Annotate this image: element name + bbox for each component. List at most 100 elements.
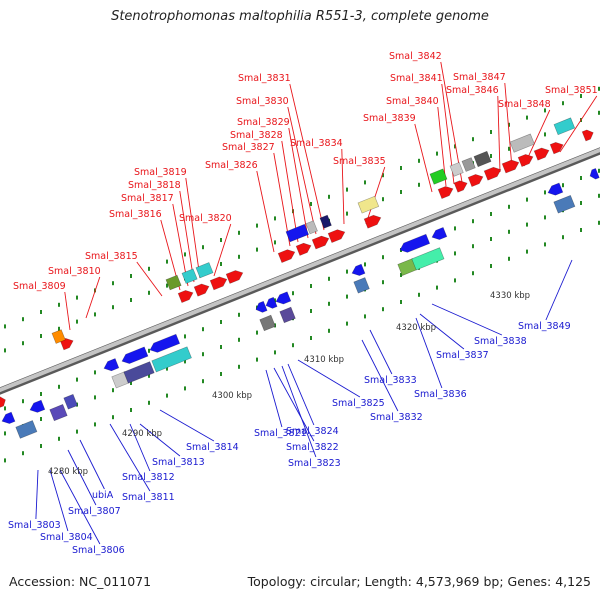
gene-label: Smal_3806 <box>72 545 125 556</box>
track-tick <box>238 254 240 259</box>
track-tick <box>472 219 474 224</box>
track-tick <box>130 408 132 412</box>
track-tick <box>202 352 204 357</box>
reverse-feature <box>279 306 296 324</box>
track-tick <box>166 283 168 288</box>
gene-label: Smal_3849 <box>518 321 571 332</box>
track-tick <box>166 259 168 264</box>
track-tick <box>526 249 528 254</box>
track-tick <box>40 417 42 421</box>
track-tick <box>22 317 24 322</box>
label-connector <box>415 317 443 389</box>
forward-feature <box>285 223 310 243</box>
scale-label: 4330 kbp <box>490 291 530 301</box>
gene-label: Smal_3813 <box>152 457 205 468</box>
forward-gene <box>295 242 312 256</box>
gene-label: Smal_3812 <box>122 472 175 483</box>
track-tick <box>526 197 528 202</box>
track-tick <box>94 370 96 375</box>
track-tick <box>184 386 186 391</box>
gene-label: Smal_3840 <box>386 96 439 107</box>
track-tick <box>544 132 546 137</box>
forward-feature <box>357 195 380 214</box>
track-tick <box>310 336 312 340</box>
forward-gene <box>453 180 468 193</box>
track-tick <box>238 337 240 342</box>
gene-label: Smal_3826 <box>205 160 258 171</box>
gene-label: Smal_3822 <box>286 442 339 453</box>
forward-feature <box>553 117 576 136</box>
track-tick <box>238 364 240 369</box>
label-connector <box>289 83 325 231</box>
track-tick <box>328 328 330 333</box>
track-tick <box>130 381 132 385</box>
genome-title: Stenotrophomonas maltophilia R551-3, com… <box>111 9 489 24</box>
track-tick <box>4 458 6 463</box>
track-tick <box>508 256 510 261</box>
gene-label: Smal_3815 <box>85 251 138 262</box>
track-tick <box>490 130 492 134</box>
forward-gene <box>193 283 210 297</box>
track-tick <box>112 305 114 310</box>
track-tick <box>508 229 510 234</box>
track-tick <box>4 406 6 411</box>
track-tick <box>310 309 312 313</box>
gene-label: Smal_3836 <box>414 389 467 400</box>
gene-label: Smal_3819 <box>134 167 187 178</box>
track-tick <box>562 235 564 240</box>
track-tick <box>202 379 204 384</box>
scale-label: 4290 kbp <box>122 429 162 439</box>
label-connector <box>85 276 101 319</box>
track-tick <box>508 204 510 209</box>
forward-feature <box>305 220 318 235</box>
accession-text: Accession: NC_011071 <box>9 574 152 589</box>
track-tick <box>256 223 258 228</box>
reverse-feature <box>15 420 38 439</box>
gene-label: Smal_3847 <box>453 72 506 83</box>
label-connector <box>297 359 361 398</box>
forward-feature <box>509 133 535 153</box>
label-connector <box>49 469 69 532</box>
track-tick <box>4 348 6 353</box>
track-tick <box>454 278 456 283</box>
forward-gene <box>437 186 454 200</box>
label-connector <box>365 166 386 225</box>
track-tick <box>508 146 510 151</box>
track-tick <box>346 269 348 274</box>
track-tick <box>76 377 78 382</box>
track-tick <box>544 190 546 195</box>
scale-label: 4280 kbp <box>48 467 88 477</box>
gene-label: Smal_3817 <box>121 193 174 204</box>
label-connector <box>139 423 181 457</box>
forward-gene <box>483 166 502 181</box>
forward-feature <box>461 157 476 172</box>
label-connector <box>159 409 215 442</box>
gene-label: Smal_3803 <box>8 520 61 531</box>
track-tick <box>94 312 96 317</box>
track-tick <box>490 264 492 268</box>
label-connector <box>185 177 201 279</box>
label-connector <box>273 152 291 247</box>
track-tick <box>580 201 582 205</box>
track-tick <box>328 194 330 199</box>
forward-gene <box>549 142 564 155</box>
forward-gene <box>177 290 194 304</box>
track-tick <box>292 343 294 348</box>
track-tick <box>544 108 546 113</box>
reverse-gene <box>103 358 120 372</box>
reverse-gene <box>29 399 46 413</box>
gene-label: Smal_3811 <box>122 492 175 503</box>
reverse-feature <box>63 393 78 410</box>
gene-labels: Smal_3809 Smal_3810 Smal_3815 Smal_3816 Smal… <box>8 51 598 556</box>
label-connector <box>265 369 283 428</box>
gene-label: Smal_3829 <box>237 117 290 128</box>
reverse-feature <box>353 277 370 294</box>
reverse-gene <box>255 300 268 313</box>
label-connector <box>64 291 71 331</box>
forward-feature <box>181 268 198 284</box>
track-tick <box>598 110 600 115</box>
gene-label: Smal_3830 <box>236 96 289 107</box>
track-tick <box>40 444 42 448</box>
gene-label: Smal_3828 <box>230 130 283 141</box>
